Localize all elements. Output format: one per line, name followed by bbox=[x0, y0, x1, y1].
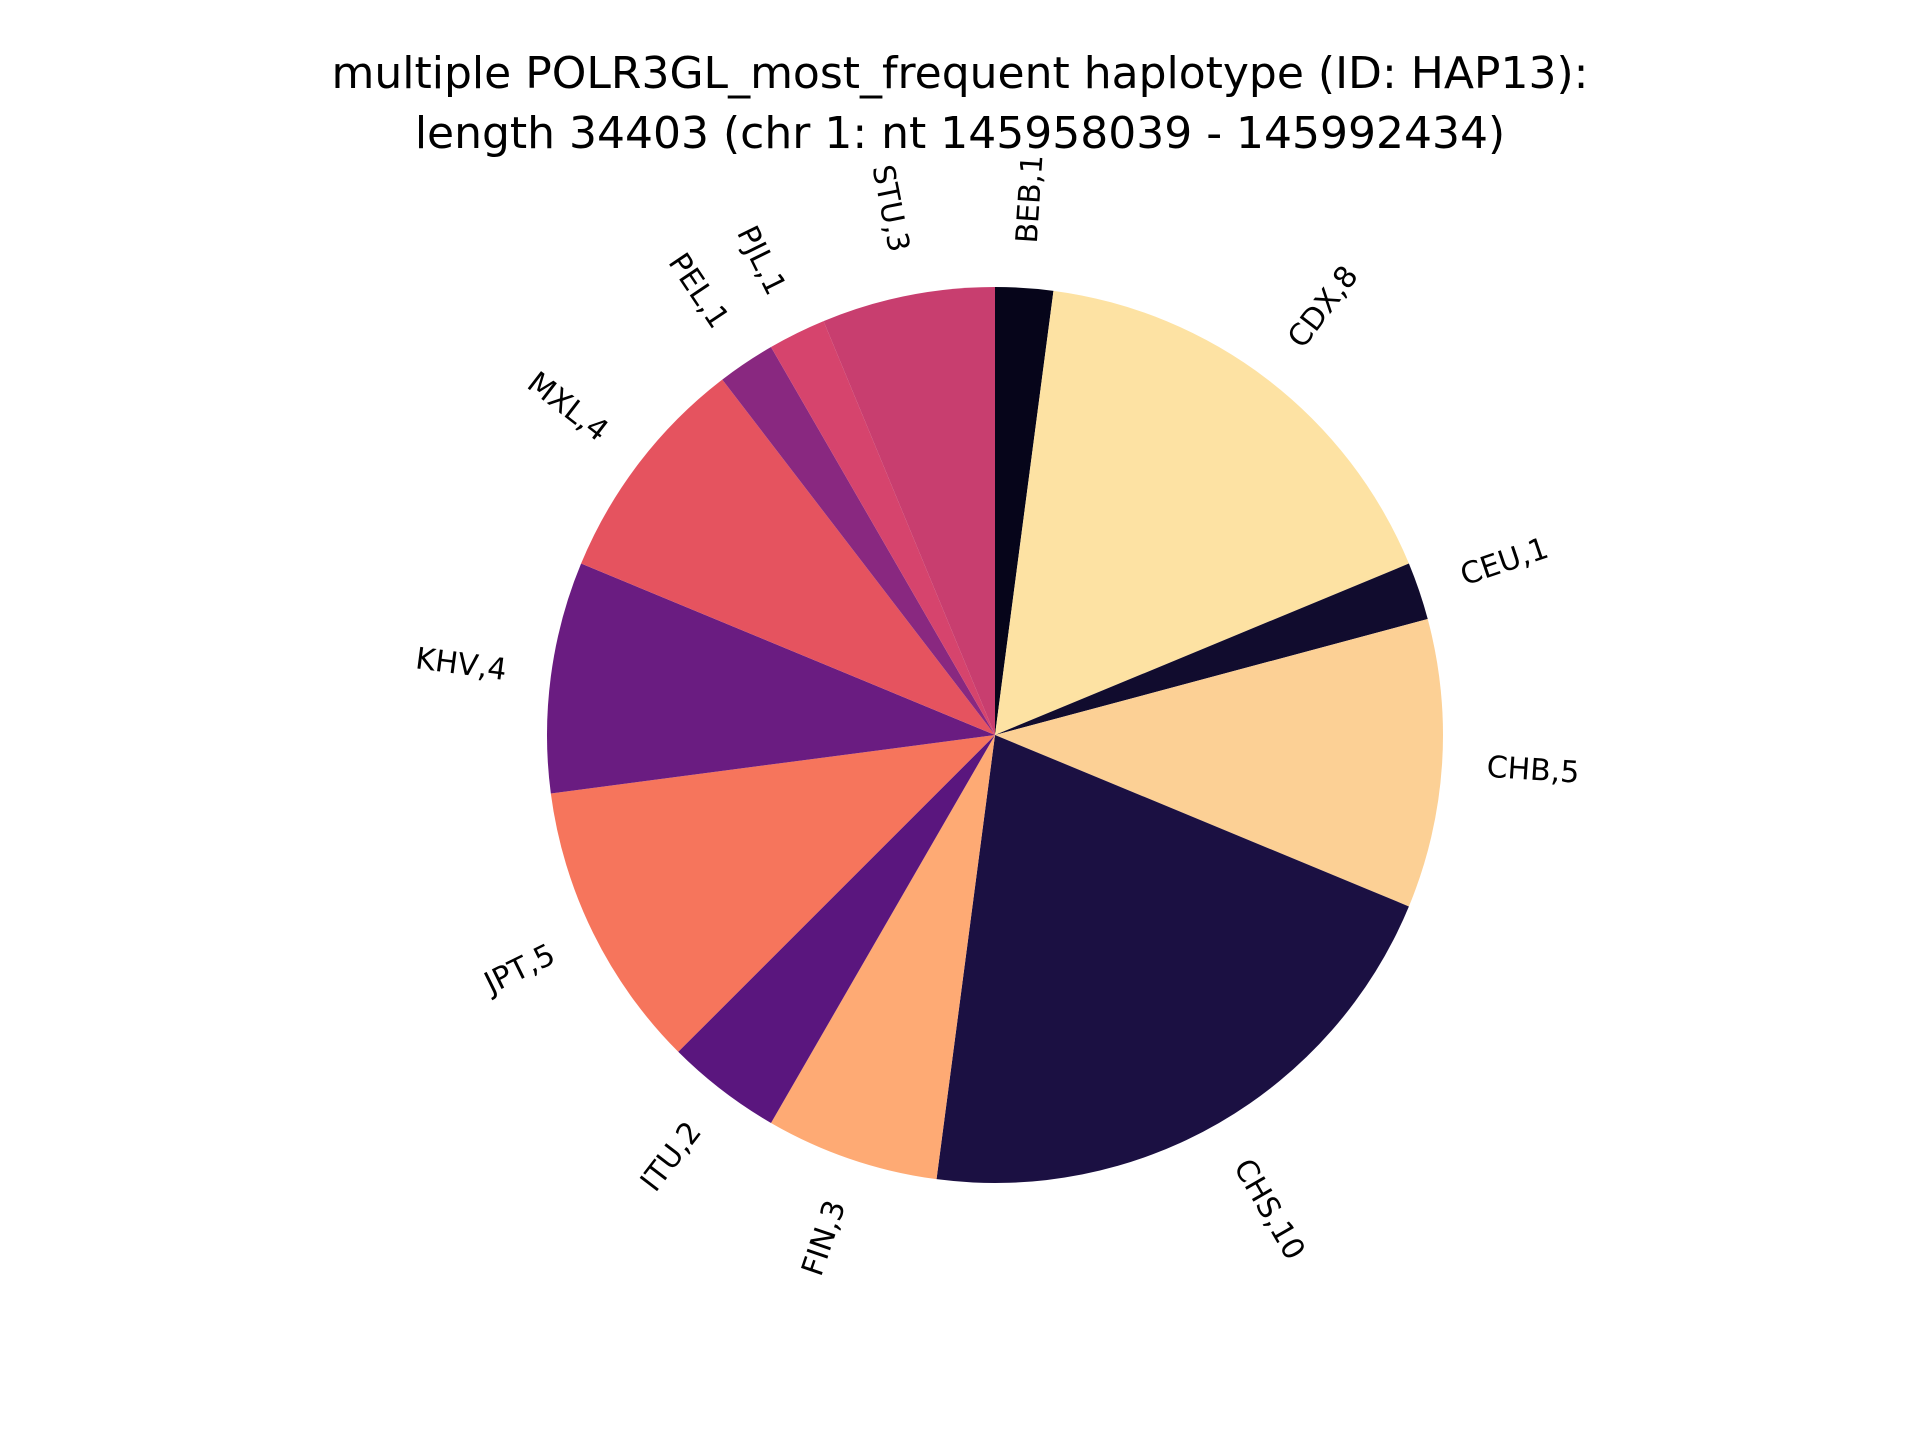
pie-slice-chb bbox=[995, 619, 1443, 907]
pie-label-itu: ITU,2 bbox=[634, 1115, 709, 1198]
pie-label-mxl: MXL,4 bbox=[521, 365, 615, 449]
pie-slices bbox=[547, 287, 1443, 1183]
pie-slice-stu bbox=[823, 287, 995, 735]
pie-slice-cdx bbox=[995, 290, 1409, 735]
pie-label-stu: STU,3 bbox=[865, 162, 916, 255]
pie-label-cdx: CDX,8 bbox=[1281, 259, 1366, 354]
pie-slice-fin bbox=[771, 735, 995, 1180]
pie-label-khv: KHV,4 bbox=[414, 641, 509, 688]
pie-slice-chs bbox=[936, 735, 1409, 1183]
pie-slice-khv bbox=[547, 563, 995, 794]
pie-label-chb: CHB,5 bbox=[1486, 750, 1581, 791]
chart-title-line-2: length 34403 (chr 1: nt 145958039 - 1459… bbox=[414, 108, 1506, 159]
chart-title-line-1: multiple POLR3GL_most_frequent haplotype… bbox=[331, 48, 1589, 99]
pie-slice-jpt bbox=[550, 735, 995, 1052]
chart-title: multiple POLR3GL_most_frequent haplotype… bbox=[0, 44, 1920, 164]
pie-label-pjl: PJL,1 bbox=[729, 220, 792, 300]
pie-label-beb: BEB,1 bbox=[1010, 154, 1051, 245]
pie-slice-ceu bbox=[995, 563, 1428, 735]
pie-label-fin: FIN,3 bbox=[795, 1196, 853, 1280]
pie-slice-pjl bbox=[771, 321, 995, 735]
pie-label-ceu: CEU,1 bbox=[1456, 531, 1553, 593]
pie-label-jpt: JPT,5 bbox=[477, 937, 561, 1002]
pie-slice-itu bbox=[678, 735, 995, 1123]
pie-slice-mxl bbox=[581, 379, 995, 735]
pie-slice-pel bbox=[722, 347, 995, 735]
pie-slice-beb bbox=[995, 287, 1054, 735]
pie-label-chs: CHS,10 bbox=[1226, 1153, 1311, 1266]
pie-label-pel: PEL,1 bbox=[661, 247, 736, 335]
